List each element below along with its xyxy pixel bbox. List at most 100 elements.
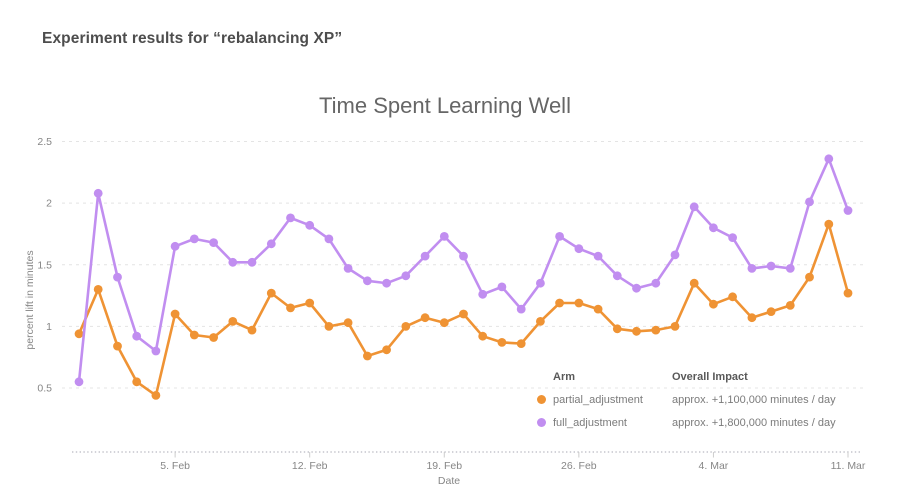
- full_adjustment-point: [785, 264, 795, 273]
- full_adjustment-point: [824, 154, 834, 164]
- full_adjustment-point: [343, 264, 353, 273]
- legend-item-impact: approx. +1,100,000 minutes / day: [672, 393, 836, 406]
- full_adjustment-point: [74, 377, 84, 387]
- partial_adjustment-point: [555, 298, 564, 308]
- full_adjustment-point: [113, 272, 122, 282]
- partial_adjustment-point: [709, 299, 718, 309]
- full_adjustment-point: [728, 233, 737, 243]
- partial_adjustment-point: [439, 318, 449, 328]
- full-adjustment-swatch-icon: [537, 418, 546, 427]
- partial_adjustment-point: [189, 330, 199, 340]
- full_adjustment-point: [478, 289, 488, 299]
- gridlines: [62, 141, 863, 389]
- partial_adjustment-point: [651, 325, 661, 335]
- full_adjustment-point: [612, 271, 622, 281]
- partial_adjustment-point: [363, 351, 372, 361]
- partial_adjustment-point: [401, 322, 411, 331]
- legend-arm-header: Arm: [553, 370, 576, 383]
- y-tick-label: 2: [46, 198, 52, 210]
- partial_adjustment-point: [209, 333, 219, 342]
- full_adjustment-point: [170, 241, 180, 251]
- full_adjustment-point: [151, 346, 161, 356]
- full_adjustment-point: [209, 238, 219, 248]
- partial_adjustment-point: [266, 288, 276, 298]
- x-tick-label: 19. Feb: [426, 460, 462, 472]
- full_adjustment-point: [593, 251, 603, 261]
- x-axis-label: Date: [437, 475, 461, 487]
- x-tick-label: 11. Mar: [831, 460, 866, 472]
- full_adjustment-point: [670, 250, 680, 260]
- partial_adjustment-point: [536, 317, 545, 326]
- partial_adjustment-point: [343, 318, 353, 328]
- legend-item-impact: approx. +1,800,000 minutes / day: [672, 416, 836, 429]
- legend-item-partial-adjustment: partial_adjustment approx. +1,100,000 mi…: [537, 388, 836, 411]
- full_adjustment-point: [439, 232, 449, 241]
- partial_adjustment-point: [305, 298, 315, 308]
- partial_adjustment-point: [74, 329, 84, 339]
- x-tick-label: 12. Feb: [292, 460, 328, 472]
- full_adjustment-point: [93, 188, 103, 198]
- full_adjustment-point: [286, 213, 295, 223]
- partial_adjustment-point: [151, 391, 161, 400]
- full_adjustment-point: [459, 251, 468, 261]
- full_adjustment-point: [766, 261, 776, 271]
- partial_adjustment-point: [593, 304, 603, 314]
- full_adjustment-point: [689, 202, 699, 212]
- legend-header-row: Arm Overall Impact: [537, 365, 836, 388]
- y-tick-label: 2.5: [37, 136, 52, 148]
- partial_adjustment-point: [459, 309, 468, 319]
- partial_adjustment-point: [843, 288, 853, 298]
- x-tick-label: 26. Feb: [561, 460, 597, 472]
- partial_adjustment-point: [228, 317, 238, 326]
- full_adjustment-point: [574, 244, 584, 254]
- partial_adjustment-point: [247, 325, 257, 335]
- full_adjustment-point: [305, 220, 315, 230]
- series-full_adjustment: [74, 154, 853, 387]
- x-tick-label: 5. Feb: [160, 460, 190, 472]
- partial_adjustment-point: [324, 322, 334, 331]
- y-tick-label: 1.5: [37, 259, 52, 271]
- page-title: Experiment results for “rebalancing XP”: [42, 30, 343, 47]
- partial_adjustment-point: [785, 301, 795, 310]
- legend-impact-header: Overall Impact: [672, 370, 748, 383]
- partial_adjustment-point: [766, 307, 776, 316]
- legend-item-label: partial_adjustment: [553, 393, 643, 406]
- full_adjustment-point: [382, 278, 391, 288]
- partial_adjustment-point: [516, 339, 526, 348]
- legend-item-full-adjustment: full_adjustment approx. +1,800,000 minut…: [537, 411, 836, 434]
- full_adjustment-point: [651, 278, 661, 288]
- legend: Arm Overall Impact partial_adjustment ap…: [537, 365, 836, 434]
- full_adjustment-point: [189, 234, 199, 244]
- partial_adjustment-point: [113, 341, 122, 351]
- legend-item-label: full_adjustment: [553, 416, 627, 429]
- full_adjustment-line: [77, 157, 850, 384]
- series-partial_adjustment: [74, 219, 853, 400]
- partial_adjustment-point: [574, 298, 584, 308]
- partial_adjustment-point: [805, 272, 814, 282]
- y-axis-label: percent lift in minutes: [24, 250, 36, 350]
- partial_adjustment-point: [478, 331, 488, 341]
- full_adjustment-point: [132, 331, 142, 341]
- y-tick-label: 1: [46, 321, 52, 333]
- x-tick-labels: 5. Feb 12. Feb 19. Feb 26. Feb 4. Mar 11. Mar: [160, 452, 866, 472]
- chart-title: Time Spent Learning Well: [319, 93, 571, 118]
- partial_adjustment-point: [132, 377, 142, 387]
- full_adjustment-point: [536, 278, 545, 288]
- full_adjustment-point: [843, 206, 853, 215]
- full_adjustment-point: [805, 197, 814, 207]
- partial_adjustment-point: [286, 303, 295, 313]
- partial_adjustment-point: [93, 285, 103, 294]
- x-tick-label: 4. Mar: [699, 460, 729, 472]
- partial_adjustment-point: [497, 338, 507, 347]
- full_adjustment-point: [516, 304, 526, 314]
- partial_adjustment-point: [170, 309, 180, 319]
- partial_adjustment-point: [670, 322, 680, 331]
- full_adjustment-point: [555, 232, 564, 241]
- full_adjustment-point: [420, 251, 430, 261]
- y-tick-labels: 0.5 1 1.5 2 2.5: [37, 136, 52, 395]
- partial_adjustment-point: [824, 219, 834, 229]
- partial_adjustment-point: [420, 313, 430, 323]
- partial_adjustment-point: [689, 278, 699, 288]
- full_adjustment-point: [497, 282, 507, 292]
